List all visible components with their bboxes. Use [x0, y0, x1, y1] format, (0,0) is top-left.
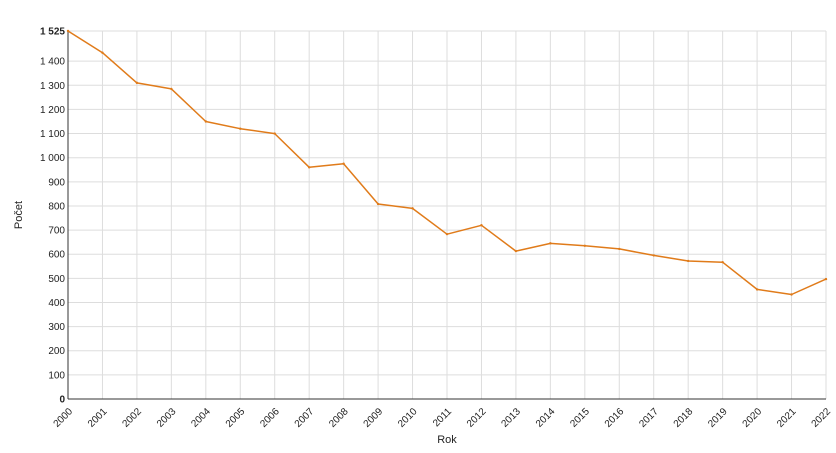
data-point[interactable] [790, 293, 793, 296]
data-point[interactable] [239, 127, 242, 130]
x-tick-label: 2017 [637, 406, 661, 430]
x-tick-label: 2016 [603, 406, 627, 430]
data-point[interactable] [480, 224, 483, 227]
x-tick-label: 2005 [224, 406, 248, 430]
y-tick-label: 300 [48, 322, 65, 333]
data-point[interactable] [101, 51, 104, 54]
y-tick-label: 600 [48, 250, 65, 261]
data-point[interactable] [549, 242, 552, 245]
data-point[interactable] [135, 81, 139, 85]
x-tick-label: 2001 [86, 406, 110, 430]
x-tick-label: 2007 [293, 406, 317, 430]
x-tick-label: 2012 [465, 406, 489, 430]
x-tick-label: 2010 [396, 406, 420, 430]
series-layer [66, 29, 828, 296]
data-point[interactable] [652, 254, 655, 257]
data-point[interactable] [273, 132, 276, 135]
y-axis-title: Počet [13, 201, 25, 229]
x-tick-label: 2011 [431, 406, 454, 429]
data-point[interactable] [514, 249, 518, 253]
data-point[interactable] [411, 207, 414, 210]
data-point[interactable] [721, 260, 724, 264]
x-tick-label: 2004 [189, 406, 213, 430]
x-axis-title: Rok [437, 434, 457, 446]
y-tick-label: 500 [48, 274, 65, 285]
y-tick-label: 100 [48, 370, 65, 381]
x-tick-label: 2018 [672, 406, 696, 430]
x-tick-label: 2022 [810, 406, 834, 430]
x-tick-label: 2003 [155, 406, 179, 430]
data-point[interactable] [376, 202, 380, 206]
data-point[interactable] [66, 29, 70, 33]
data-point[interactable] [583, 244, 587, 247]
y-tick-label: 1 000 [40, 153, 65, 164]
y-tick-label: 900 [48, 177, 65, 188]
y-tick-label: 1 300 [40, 81, 65, 92]
y-tick-label: 200 [48, 346, 65, 357]
data-point[interactable] [755, 288, 759, 291]
y-tick-label: 700 [48, 226, 65, 237]
data-point[interactable] [686, 259, 690, 263]
x-tick-label: 2014 [534, 406, 558, 430]
x-tick-label: 2013 [499, 406, 523, 430]
y-tick-label: 1 200 [40, 105, 65, 116]
x-tick-label: 2009 [362, 406, 386, 430]
y-tick-label: 400 [48, 298, 65, 309]
x-tick-label: 2019 [706, 406, 730, 430]
x-tick-label: 2006 [258, 406, 282, 430]
y-tick-label: 0 [59, 395, 65, 406]
y-tick-label: 1 525 [40, 27, 65, 38]
data-point[interactable] [307, 166, 311, 169]
data-point[interactable] [204, 120, 208, 123]
x-tick-label: 2021 [775, 406, 799, 430]
x-tick-label: 2008 [327, 406, 351, 430]
grid [67, 30, 827, 400]
x-tick-label: 2002 [120, 406, 144, 430]
data-point[interactable] [170, 87, 173, 91]
data-point[interactable] [618, 247, 621, 251]
y-tick-label: 1 400 [40, 57, 65, 68]
y-tick-label: 800 [48, 201, 65, 212]
y-tick-label: 1 100 [40, 129, 65, 140]
x-tick-label: 2015 [568, 406, 592, 430]
x-tick-label: 2000 [52, 406, 76, 430]
data-point[interactable] [824, 277, 828, 281]
axes [67, 31, 826, 400]
data-point[interactable] [342, 162, 345, 165]
data-point[interactable] [445, 232, 449, 236]
x-tick-label: 2020 [741, 406, 765, 430]
